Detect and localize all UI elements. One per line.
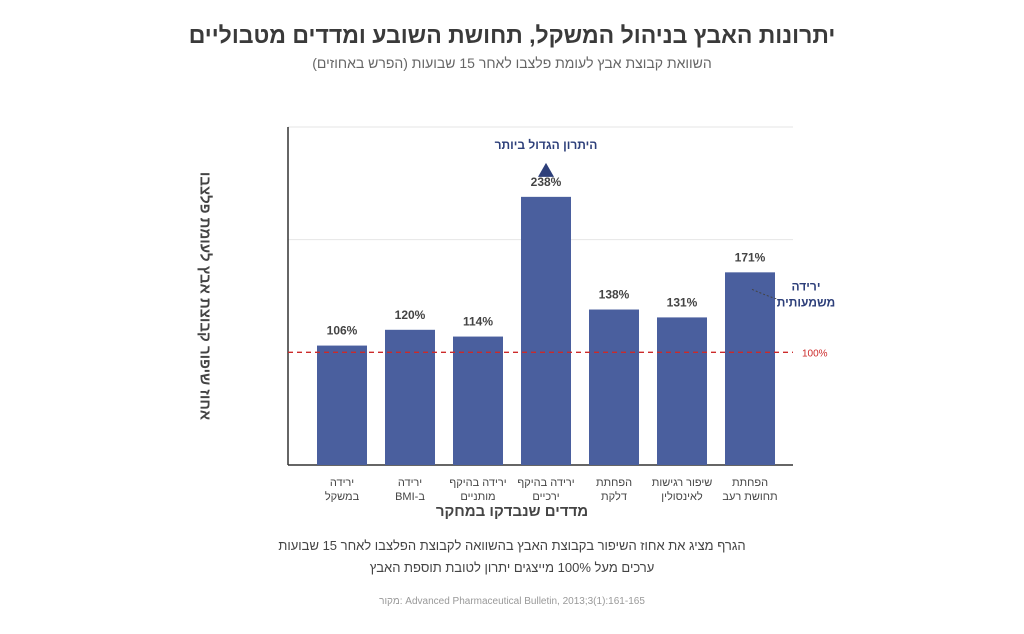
- bar-2: [385, 329, 435, 465]
- data-label-7: 171%: [735, 250, 766, 264]
- x-tick-label-6-line-2: לאינסולין: [661, 490, 703, 503]
- annotation-significant-decrease-line-2: משמעותית: [777, 295, 836, 309]
- data-label-3: 114%: [463, 315, 493, 329]
- data-label-5: 138%: [599, 288, 630, 302]
- annotation-pointer: [751, 288, 779, 300]
- x-tick-label-5-line-2: דלקת: [601, 490, 627, 503]
- x-tick-label-1-line-1: ירידה: [330, 477, 354, 489]
- x-tick-label-6-line-1: שיפור רגישות: [652, 477, 713, 489]
- bar-1: [317, 345, 367, 465]
- x-tick-label-7-line-2: תחושת רעב: [722, 491, 777, 503]
- bar-4: [521, 196, 571, 465]
- x-tick-label-5-line-1: הפחתת: [596, 477, 632, 489]
- bar-7: [725, 272, 775, 465]
- source-citation: מקור: Advanced Pharmaceutical Bulletin, …: [379, 596, 645, 607]
- annotation-significant-decrease-line-1: ירידה: [792, 279, 821, 293]
- data-label-2: 120%: [395, 308, 426, 322]
- x-tick-label-1-line-2: במשקל: [325, 490, 360, 503]
- x-tick-label-2-line-1: ירידה: [398, 477, 422, 489]
- x-tick-label-2-line-2: ב-BMI: [395, 491, 425, 503]
- chart-title: יתרונות האבץ בניהול המשקל, תחושת השובע ו…: [188, 22, 836, 48]
- x-tick-label-4-line-1: ירידה בהיקף: [517, 477, 574, 489]
- data-label-4: 238%: [531, 175, 562, 189]
- data-label-6: 131%: [667, 295, 698, 309]
- x-tick-label-7-line-1: הפחתת: [732, 477, 768, 489]
- chart-subtitle: השוואת קבוצת אבץ לעומת פלצבו לאחר 15 שבו…: [312, 55, 712, 71]
- x-axis-label: מדדים שנבדקו במחקר: [435, 503, 589, 520]
- x-tick-label-3-line-2: מותניים: [460, 491, 495, 503]
- bar-5: [589, 309, 639, 465]
- bar-3: [453, 336, 503, 465]
- reference-line-label: 100%: [802, 348, 828, 359]
- bar-6: [657, 317, 707, 465]
- annotation-largest-advantage: היתרון הגדול ביותר: [495, 138, 598, 152]
- x-tick-label-4-line-2: ירכיים: [532, 491, 559, 503]
- x-tick-label-3-line-1: ירידה בהיקף: [449, 477, 506, 489]
- data-label-1: 106%: [327, 324, 358, 338]
- chart-note-1: הגרף מציג את אחוז השיפור בקבוצת האבץ בהש…: [278, 538, 746, 553]
- chart-note-2: ערכים מעל 100% מייצגים יתרון לטובת תוספת…: [369, 560, 655, 575]
- triangle-up-icon: [538, 162, 554, 177]
